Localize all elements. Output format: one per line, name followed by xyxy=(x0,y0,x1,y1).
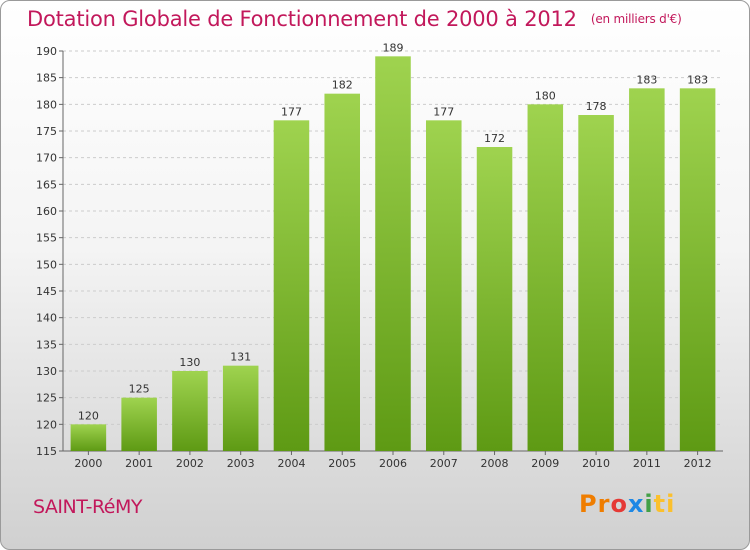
bar xyxy=(679,88,716,451)
logo-part: ti xyxy=(653,490,676,518)
logo-part: x xyxy=(627,490,645,518)
chart-title: Dotation Globale de Fonctionnement de 20… xyxy=(27,7,682,31)
data-label: 180 xyxy=(535,89,556,102)
data-label: 182 xyxy=(332,79,353,92)
x-tick-label: 2005 xyxy=(328,457,356,470)
bar xyxy=(70,424,107,451)
bar xyxy=(375,56,411,451)
data-label: 189 xyxy=(383,41,404,54)
bar xyxy=(121,397,157,451)
x-tick-label: 2009 xyxy=(531,457,559,470)
x-tick-label: 2010 xyxy=(582,457,610,470)
bar xyxy=(426,120,462,451)
data-label: 125 xyxy=(129,383,150,396)
y-tick-label: 170 xyxy=(36,152,57,165)
logo-part: o xyxy=(610,490,628,518)
bar xyxy=(527,104,564,451)
x-tick-label: 2007 xyxy=(430,457,458,470)
data-label: 177 xyxy=(281,105,302,118)
x-tick-label: 2001 xyxy=(125,457,153,470)
y-tick-label: 150 xyxy=(36,258,57,271)
label-layer: 120 2000 125 2001 130 2002 131 2003 177 2004 182 20… xyxy=(74,41,711,470)
bar xyxy=(629,88,665,451)
y-tick-label: 185 xyxy=(36,72,57,85)
bar xyxy=(578,115,614,451)
x-tick-label: 2006 xyxy=(379,457,407,470)
y-tick-label: 120 xyxy=(36,418,57,431)
x-tick-label: 2000 xyxy=(74,457,102,470)
y-tick-label: 160 xyxy=(36,205,57,218)
y-tick-label: 130 xyxy=(36,365,57,378)
commune-name: SAINT-RéMY xyxy=(33,496,142,518)
data-label: 183 xyxy=(636,73,657,86)
bar xyxy=(324,93,360,452)
data-label: 130 xyxy=(179,356,200,369)
y-tick-label: 190 xyxy=(36,45,57,58)
x-tick-label: 2003 xyxy=(227,457,255,470)
y-tick-label: 155 xyxy=(36,232,57,245)
x-tick-label: 2004 xyxy=(277,457,305,470)
bar xyxy=(222,365,259,451)
y-tick-label: 140 xyxy=(36,312,57,325)
data-label: 178 xyxy=(586,100,607,113)
x-tick-label: 2012 xyxy=(684,457,712,470)
proxiti-logo: Proxiti xyxy=(579,490,675,518)
x-tick-label: 2002 xyxy=(176,457,204,470)
logo-part: Pr xyxy=(579,490,611,518)
y-tick-label: 165 xyxy=(36,178,57,191)
x-tick-label: 2011 xyxy=(633,457,661,470)
unit-note: (en milliers d'€) xyxy=(590,12,682,26)
data-label: 131 xyxy=(230,351,251,364)
logo-part: i xyxy=(644,490,654,518)
y-tick-label: 125 xyxy=(36,392,57,405)
y-tick-label: 145 xyxy=(36,285,57,298)
y-tick-label: 115 xyxy=(36,445,57,458)
data-label: 177 xyxy=(433,105,454,118)
bar xyxy=(476,147,513,451)
bar xyxy=(273,120,310,451)
bar xyxy=(172,371,208,451)
chart-title-text: Dotation Globale de Fonctionnement de 20… xyxy=(27,7,577,31)
bar-layer xyxy=(70,56,716,452)
y-tick-label: 135 xyxy=(36,338,57,351)
x-tick-label: 2008 xyxy=(481,457,509,470)
data-label: 183 xyxy=(687,73,708,86)
y-tick-label: 180 xyxy=(36,98,57,111)
data-label: 172 xyxy=(484,132,505,145)
data-label: 120 xyxy=(78,409,99,422)
y-tick-label: 175 xyxy=(36,125,57,138)
